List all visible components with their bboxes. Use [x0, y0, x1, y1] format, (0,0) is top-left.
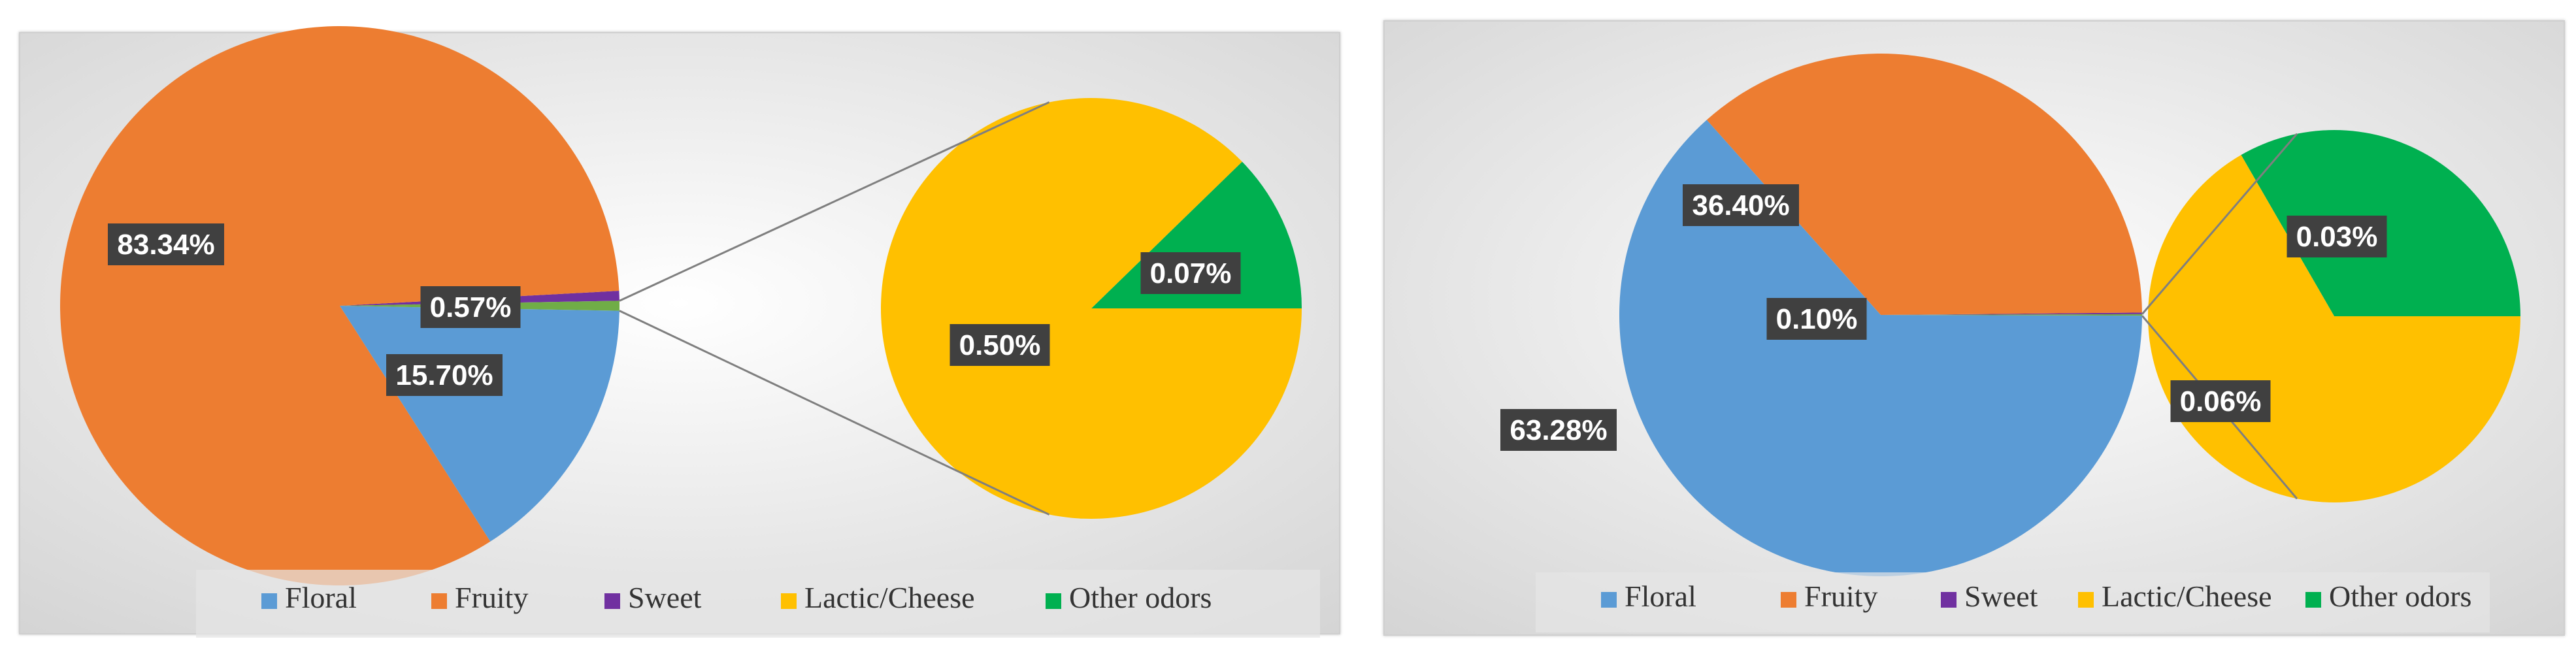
data-label-text: 63.28%	[1510, 414, 1607, 446]
legend-item-lactic-cheese: Lactic/Cheese	[781, 581, 975, 614]
data-label-text: 0.06%	[2180, 385, 2262, 418]
data-label-box	[949, 324, 1050, 366]
chart-panel-2: 63.28% 36.40% 0.10% 0.06% 0.03% Floral Fruity S…	[1372, 0, 2576, 656]
legend-label: Sweet	[628, 581, 702, 614]
data-label-box	[1140, 252, 1241, 294]
legend-swatch	[1046, 593, 1061, 609]
data-label-sweet: 0.10%	[1766, 298, 1867, 340]
legend-item-floral: Floral	[261, 581, 357, 614]
legend-label: Lactic/Cheese	[2102, 580, 2272, 613]
legend-swatch	[1781, 592, 1796, 608]
secondary-pie	[2148, 130, 2520, 503]
legend-swatch	[2078, 592, 2094, 608]
data-label-sweet: 0.57%	[420, 286, 521, 328]
legend-item-fruity: Fruity	[431, 581, 528, 614]
legend-item-lactic-cheese: Lactic/Cheese	[2078, 580, 2272, 613]
legend-swatch	[261, 593, 277, 609]
pie-slice-lactic-cheese	[881, 98, 1302, 519]
legend-item-sweet: Sweet	[604, 581, 702, 614]
data-label-lactic-cheese: 0.06%	[2170, 380, 2271, 422]
legend-item-other-odors: Other odors	[1046, 581, 1212, 614]
legend: Floral Fruity Sweet Lactic/Cheese Other odor…	[196, 570, 1320, 638]
pie-slice-fruity	[59, 26, 619, 586]
data-label-box	[2170, 380, 2271, 422]
data-label-fruity: 83.34%	[108, 223, 224, 265]
data-label-text: 0.50%	[959, 329, 1041, 361]
data-label-text: 0.03%	[2296, 221, 2378, 253]
data-label-box	[1500, 409, 1617, 451]
secondary-pie	[881, 98, 1302, 519]
legend-swatch	[1941, 592, 1957, 608]
pie-of-pie-chart-1: 15.70% 83.34% 0.57% 0.50% 0.07% Floral Fruity S…	[19, 26, 1340, 638]
pie-of-pie-chart-2: 63.28% 36.40% 0.10% 0.06% 0.03% Floral Fruity S…	[1383, 20, 2565, 636]
data-label-text: 36.40%	[1692, 189, 1789, 221]
legend-label: Sweet	[1964, 580, 2038, 613]
legend-swatch	[431, 593, 447, 609]
data-label-text: 0.07%	[1150, 257, 1232, 289]
legend-swatch	[604, 593, 620, 609]
data-label-text: 15.70%	[395, 359, 493, 391]
legend-label: Fruity	[1804, 580, 1877, 613]
data-label-text: 83.34%	[117, 229, 214, 261]
legend-background	[196, 570, 1320, 638]
legend-item-other-odors: Other odors	[2305, 580, 2471, 613]
legend-item-floral: Floral	[1601, 580, 1696, 613]
legend-label: Lactic/Cheese	[804, 581, 975, 614]
connector-line-top	[619, 101, 1050, 302]
legend-label: Fruity	[455, 581, 528, 614]
data-label-box	[1766, 298, 1867, 340]
connector-line-top	[2141, 133, 2298, 315]
pie-slice-floral	[1619, 120, 2142, 576]
data-label-box	[2287, 216, 2387, 257]
data-label-box	[420, 286, 521, 328]
legend-label: Floral	[1625, 580, 1696, 613]
legend-item-fruity: Fruity	[1781, 580, 1877, 613]
data-label-other-odors: 0.07%	[1140, 252, 1241, 294]
legend-swatch	[1601, 592, 1617, 608]
primary-pie	[1619, 53, 2142, 576]
pie-slice-sweet	[1881, 312, 2142, 315]
legend: Floral Fruity Sweet Lactic/Cheese Other odor…	[1536, 572, 2490, 632]
data-label-fruity: 36.40%	[1683, 184, 1799, 226]
data-label-floral: 63.28%	[1500, 409, 1617, 451]
legend-label: Floral	[285, 581, 357, 614]
connector-line-bottom	[619, 310, 1050, 516]
data-label-other-odors: 0.03%	[2287, 216, 2387, 257]
legend-label: Other odors	[2329, 580, 2471, 613]
pie-slice-fruity	[1706, 53, 2142, 316]
legend-item-sweet: Sweet	[1941, 580, 2038, 613]
data-label-lactic-cheese: 0.50%	[949, 324, 1050, 366]
data-label-text: 0.57%	[430, 291, 512, 323]
pie-slice-other-aggregate	[1881, 314, 2142, 316]
data-label-floral: 15.70%	[386, 354, 503, 396]
data-label-box	[108, 223, 224, 265]
data-label-box	[1683, 184, 1799, 226]
legend-swatch	[781, 593, 797, 609]
primary-pie	[59, 26, 620, 586]
data-label-box	[386, 354, 503, 396]
legend-swatch	[2305, 592, 2321, 608]
legend-background	[1536, 572, 2490, 632]
legend-label: Other odors	[1069, 581, 1212, 614]
chart-panel-1: 15.70% 83.34% 0.57% 0.50% 0.07% Floral Fruity S…	[19, 26, 1340, 638]
data-label-text: 0.10%	[1776, 303, 1858, 335]
